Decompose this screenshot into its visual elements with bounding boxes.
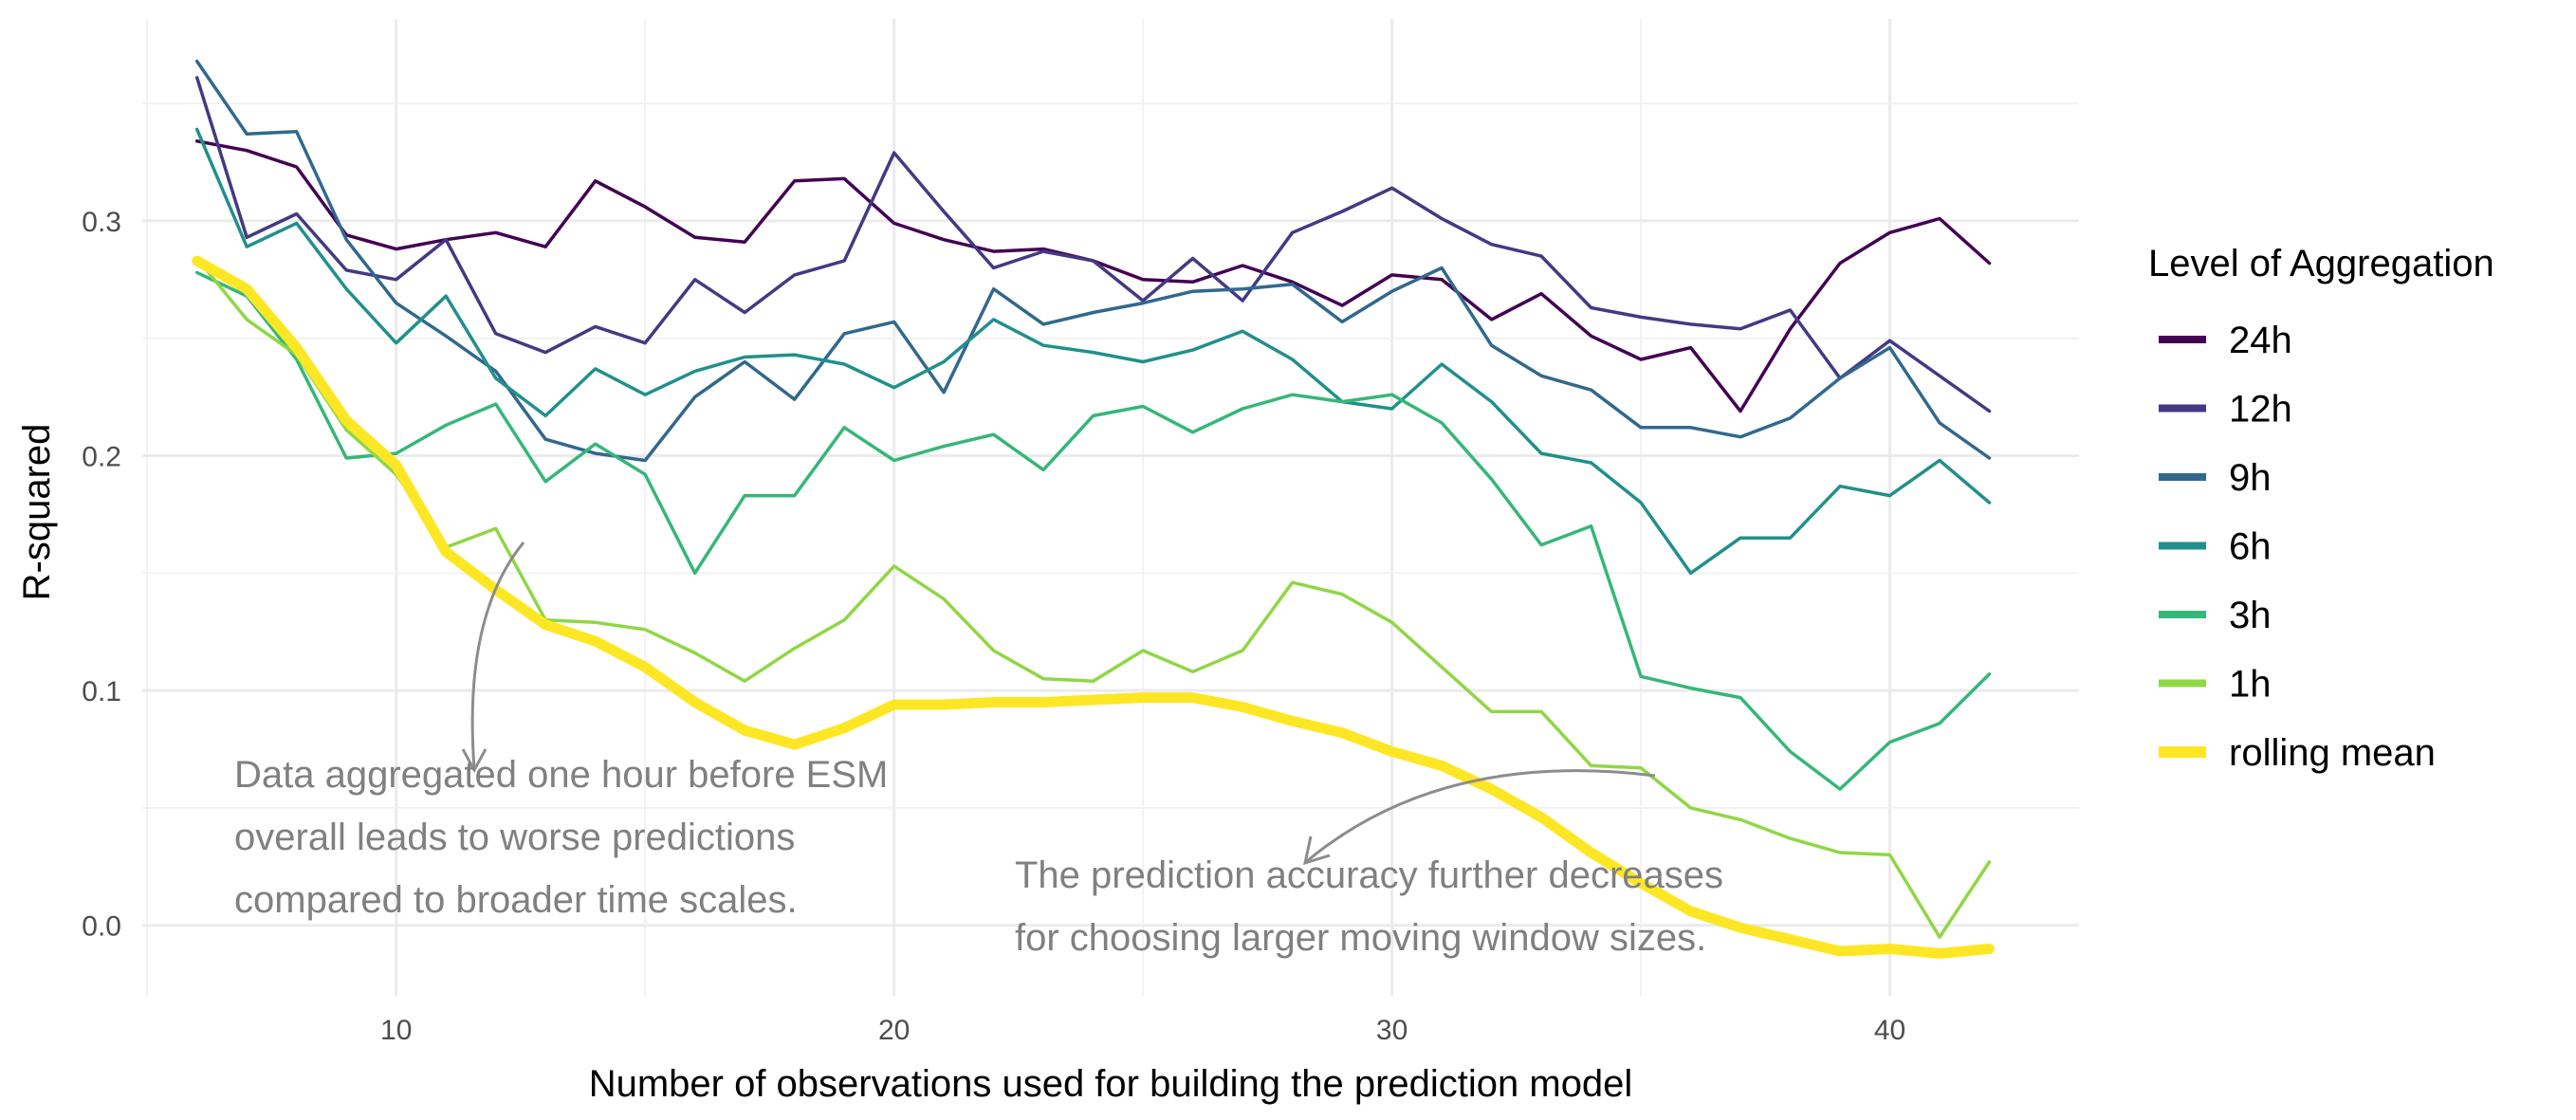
x-tick-label: 40 [1874, 1015, 1905, 1046]
y-tick-label: 0.3 [82, 207, 121, 238]
annotation-1-line-3: compared to broader time scales. [234, 879, 798, 921]
legend-label-12h: 12h [2229, 389, 2292, 431]
series-line-12h [194, 76, 1992, 413]
y-axis-title: R-squared [16, 424, 58, 601]
series-line-3h [194, 270, 1992, 791]
annotation-text-1: Data aggregated one hour before ESM over… [234, 754, 898, 921]
y-tick-label: 0.2 [82, 442, 121, 473]
annotations: Data aggregated one hour before ESM over… [234, 542, 1734, 959]
grid [142, 19, 2079, 996]
series-line-9h [194, 59, 1992, 463]
series-line-6h [194, 127, 1992, 576]
annotation-arrow-rolling [1306, 769, 1656, 863]
legend-items: 24h 12h 9h 6h 3h 1h rolling mean [2159, 320, 2436, 774]
legend-label-rolling-mean: rolling mean [2229, 732, 2436, 774]
x-tick-label: 20 [878, 1015, 910, 1046]
annotation-arrow-1h-head [461, 748, 488, 774]
legend-label-24h: 24h [2229, 320, 2292, 361]
legend-label-1h: 1h [2229, 664, 2272, 706]
x-axis-title: Number of observations used for building… [589, 1063, 1633, 1105]
annotation-arrow-rolling-head [1302, 835, 1331, 866]
y-tick-label: 0.1 [82, 676, 121, 707]
annotation-text-2: The prediction accuracy further decrease… [1015, 854, 1734, 959]
x-tick-label: 30 [1376, 1015, 1408, 1046]
legend-label-3h: 3h [2229, 595, 2272, 636]
annotation-2-line-2: for choosing larger moving window sizes. [1015, 917, 1706, 959]
legend: Level of Aggregation 24h 12h 9h 6h 3h 1h rolli… [2148, 243, 2494, 774]
y-tick-label: 0.0 [82, 911, 121, 943]
legend-label-6h: 6h [2229, 526, 2272, 568]
annotation-1-line-1: Data aggregated one hour before ESM [234, 754, 888, 796]
annotation-2-line-1: The prediction accuracy further decrease… [1015, 854, 1723, 896]
series-line-1h [194, 256, 1992, 939]
x-tick-label: 10 [380, 1015, 412, 1046]
y-axis-ticks: 0.0 0.1 0.2 0.3 [82, 207, 121, 943]
legend-label-9h: 9h [2229, 457, 2272, 499]
series-lines [192, 59, 1995, 959]
annotation-arrow-1h [470, 542, 525, 769]
annotation-1-line-2: overall leads to worse predictions [234, 817, 795, 858]
x-axis-ticks: 10 20 30 40 [380, 1015, 1905, 1046]
legend-title: Level of Aggregation [2148, 243, 2494, 285]
